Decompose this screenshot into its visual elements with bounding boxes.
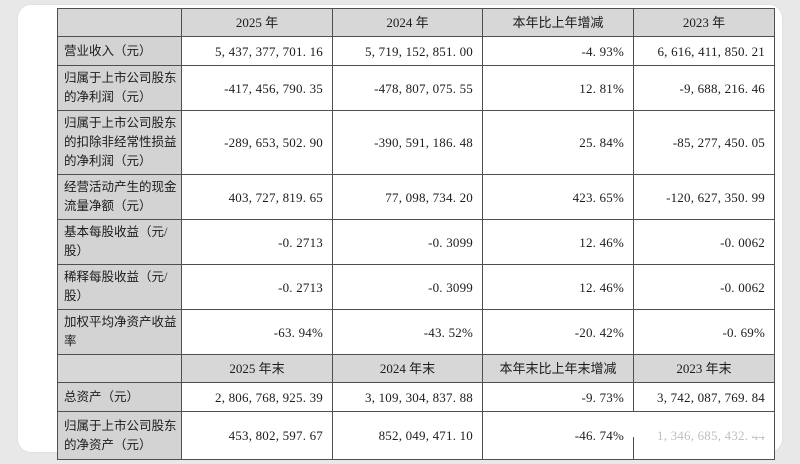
column-header-year-end-change: 本年末比上年末增减 [482,354,634,383]
cell-value: -4. 93% [482,36,634,66]
column-header-blank [57,8,182,37]
cell-value: -0. 69% [633,309,775,355]
cell-value: 3, 109, 304, 837. 88 [332,382,483,412]
row-label: 归属于上市公司股东 的扣除非经常性损益 的净利润（元） [57,110,182,175]
table-row-net-profit: 归属于上市公司股东 的净利润（元） -417, 456, 790. 35 -47… [57,65,775,111]
cell-value: -63. 94% [181,309,333,355]
cell-value: -478, 807, 075. 55 [332,65,483,111]
row-label: 加权平均净资产收益 率 [57,309,182,355]
cell-value: -0. 2713 [181,264,333,310]
column-header-2025-end: 2025 年末 [181,354,333,383]
row-label: 基本每股收益（元/ 股） [57,219,182,265]
table-header-year-end: 2025 年末 2024 年末 本年末比上年末增减 2023 年末 [57,354,775,383]
cell-value: -9. 73% [482,382,634,412]
cell-value: -390, 591, 186. 48 [332,110,483,175]
row-label: 总资产（元） [57,382,182,412]
cell-value: -0. 2713 [181,219,333,265]
column-header-2025: 2025 年 [181,8,333,37]
cell-value: 12. 46% [482,264,634,310]
cell-value: 403, 727, 819. 65 [181,174,333,220]
row-label: 归属于上市公司股东 的净利润（元） [57,65,182,111]
cell-value: 852, 049, 471. 10 [332,411,483,460]
table-row-revenue: 营业收入（元） 5, 437, 377, 701. 16 5, 719, 152… [57,36,775,66]
table-row-basic-eps: 基本每股收益（元/ 股） -0. 2713 -0. 3099 12. 46% -… [57,219,775,265]
cell-value: -0. 0062 [633,219,775,265]
cell-value: -9, 688, 216. 46 [633,65,775,111]
row-label: 稀释每股收益（元/ 股） [57,264,182,310]
table-row-net-profit-excl-nonrecurring: 归属于上市公司股东 的扣除非经常性损益 的净利润（元） -289, 653, 5… [57,110,775,175]
cell-value: 453, 802, 597. 67 [181,411,333,460]
column-header-2023: 2023 年 [633,8,775,37]
cell-value: -120, 627, 350. 99 [633,174,775,220]
table-header-annual: 2025 年 2024 年 本年比上年增减 2023 年 [57,8,775,37]
cell-value: -417, 456, 790. 35 [181,65,333,111]
cell-value: 5, 719, 152, 851. 00 [332,36,483,66]
cell-value: -0. 3099 [332,219,483,265]
column-header-yoy-change: 本年比上年增减 [482,8,634,37]
cell-value: 423. 65% [482,174,634,220]
cell-value: -289, 653, 502. 90 [181,110,333,175]
column-header-2024-end: 2024 年末 [332,354,483,383]
cell-value: 25. 84% [482,110,634,175]
cell-value: 6, 616, 411, 850. 21 [633,36,775,66]
table-row-total-assets: 总资产（元） 2, 806, 768, 925. 39 3, 109, 304,… [57,382,775,412]
financial-summary-table: 2025 年 2024 年 本年比上年增减 2023 年 营业收入（元） 5, … [57,8,775,460]
cell-value: -0. 3099 [332,264,483,310]
cell-value: -43. 52% [332,309,483,355]
cell-value: -46. 74% [482,411,634,460]
column-header-2023-end: 2023 年末 [633,354,775,383]
cell-value: 3, 742, 087, 769. 84 [633,382,775,412]
cell-value: -85, 277, 450. 05 [633,110,775,175]
cell-value: 5, 437, 377, 701. 16 [181,36,333,66]
cell-value: -0. 0062 [633,264,775,310]
table-row-diluted-eps: 稀释每股收益（元/ 股） -0. 2713 -0. 3099 12. 46% -… [57,264,775,310]
report-table-card: 2025 年 2024 年 本年比上年增减 2023 年 营业收入（元） 5, … [18,5,782,460]
cell-value: 77, 098, 734. 20 [332,174,483,220]
cell-value: -20. 42% [482,309,634,355]
cell-value: 2, 806, 768, 925. 39 [181,382,333,412]
watermark-removal-blob [612,412,654,437]
column-header-2024: 2024 年 [332,8,483,37]
row-label: 营业收入（元） [57,36,182,66]
table-row-net-assets: 归属于上市公司股东 的净资产（元） 453, 802, 597. 67 852,… [57,411,775,460]
column-header-blank [57,354,182,383]
table-row-weighted-avg-roe: 加权平均净资产收益 率 -63. 94% -43. 52% -20. 42% -… [57,309,775,355]
cell-value: 12. 81% [482,65,634,111]
cell-value: 12. 46% [482,219,634,265]
table-row-operating-cash-flow: 经营活动产生的现金 流量净额（元） 403, 727, 819. 65 77, … [57,174,775,220]
row-label: 归属于上市公司股东 的净资产（元） [57,411,182,460]
watermark-removal-blob [748,414,770,437]
row-label: 经营活动产生的现金 流量净额（元） [57,174,182,220]
